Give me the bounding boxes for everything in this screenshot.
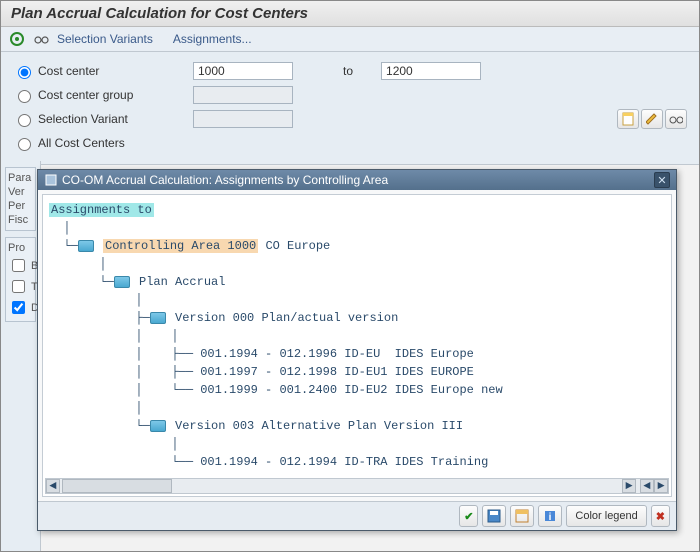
dialog-close-button[interactable]: ✕ — [654, 172, 670, 188]
proc-header: Pro — [8, 242, 33, 254]
radio-variant-label: Selection Variant — [38, 112, 128, 126]
layout-button[interactable] — [510, 505, 534, 527]
scroll-left-arrow[interactable]: ◄ — [46, 479, 60, 493]
radio-cost-center-label: Cost center — [38, 64, 99, 78]
tree-view[interactable]: Assignments to │ └─ Controlling Area 100… — [49, 201, 671, 471]
radio-cost-center-group[interactable]: Cost center group — [13, 87, 193, 103]
proc-b[interactable]: B — [8, 256, 33, 275]
window-title: Plan Accrual Calculation for Cost Center… — [1, 1, 699, 27]
version-000-node[interactable]: Version 000 Plan/actual version — [175, 311, 398, 325]
scroll-thumb[interactable] — [62, 479, 172, 493]
cost-center-from-input[interactable] — [193, 62, 293, 80]
scroll-track[interactable] — [60, 479, 622, 493]
dialog-footer: ✔ i Color legend ✖ — [38, 501, 676, 530]
scroll-left2-arrow[interactable]: ◄ — [640, 479, 654, 493]
scroll-right2-arrow[interactable]: ► — [654, 479, 668, 493]
folder-icon — [150, 420, 166, 432]
left-sidebar: Para Ver Per Fisc Pro B T D — [1, 161, 41, 551]
controlling-area-suffix: CO Europe — [258, 239, 330, 253]
assignments-dialog: CO-OM Accrual Calculation: Assignments b… — [37, 169, 677, 531]
param-per: Per — [8, 200, 33, 212]
dialog-body: Assignments to │ └─ Controlling Area 100… — [42, 194, 672, 497]
glasses-icon[interactable] — [33, 31, 49, 47]
app-toolbar: Selection Variants Assignments... — [1, 27, 699, 52]
v3-period-1[interactable]: 001.1994 - 012.1994 ID-TRA IDES Training — [200, 455, 488, 469]
v0-period-1[interactable]: 001.1994 - 012.1996 ID-EU IDES Europe — [200, 347, 474, 361]
radio-cost-center[interactable]: Cost center — [13, 63, 193, 79]
h-scrollbar[interactable]: ◄ ► ◄ ► — [45, 478, 669, 494]
param-header: Para — [8, 172, 33, 184]
param-ver: Ver — [8, 186, 33, 198]
edit-icon[interactable] — [641, 109, 663, 129]
radio-all-centers[interactable]: All Cost Centers — [13, 135, 193, 151]
radio-variant-input[interactable] — [18, 114, 31, 127]
cost-center-to-input[interactable] — [381, 62, 481, 80]
variant-input — [193, 110, 293, 128]
color-legend-button[interactable]: Color legend — [566, 505, 646, 527]
v0-period-2[interactable]: 001.1997 - 012.1998 ID-EU1 IDES EUROPE — [200, 365, 474, 379]
info-button[interactable]: i — [538, 505, 562, 527]
radio-cost-center-input[interactable] — [18, 66, 31, 79]
to-label: to — [343, 64, 353, 78]
dialog-title-text: CO-OM Accrual Calculation: Assignments b… — [62, 173, 388, 187]
cc-group-input — [193, 86, 293, 104]
dialog-icon — [44, 173, 58, 187]
execute-icon[interactable] — [9, 31, 25, 47]
plan-accrual-node[interactable]: Plan Accrual — [139, 275, 225, 289]
proc-t[interactable]: T — [8, 277, 33, 296]
ok-button[interactable]: ✔ — [459, 505, 478, 527]
dialog-titlebar: CO-OM Accrual Calculation: Assignments b… — [38, 170, 676, 190]
tree-root-node[interactable]: Assignments to — [49, 203, 154, 217]
radio-selection-variant[interactable]: Selection Variant — [13, 111, 193, 127]
svg-text:i: i — [549, 512, 552, 523]
folder-icon — [114, 276, 130, 288]
create-icon[interactable] — [617, 109, 639, 129]
save-button[interactable] — [482, 505, 506, 527]
proc-d[interactable]: D — [8, 298, 33, 317]
assignments-link[interactable]: Assignments... — [173, 32, 252, 46]
cancel-button[interactable]: ✖ — [651, 505, 670, 527]
radio-all-input[interactable] — [18, 138, 31, 151]
selection-variants-link[interactable]: Selection Variants — [57, 32, 153, 46]
radio-all-label: All Cost Centers — [38, 136, 125, 150]
selection-block: Cost center to Cost center group Selecti… — [1, 52, 699, 165]
glasses2-icon[interactable] — [665, 109, 687, 129]
right-icon-bar — [617, 109, 687, 129]
radio-cc-group-input[interactable] — [18, 90, 31, 103]
version-003-node[interactable]: Version 003 Alternative Plan Version III — [175, 419, 463, 433]
radio-cc-group-label: Cost center group — [38, 88, 133, 102]
param-fisc: Fisc — [8, 214, 33, 226]
folder-icon — [150, 312, 166, 324]
v0-period-3[interactable]: 001.1999 - 001.2400 ID-EU2 IDES Europe n… — [200, 383, 502, 397]
folder-icon — [78, 240, 94, 252]
controlling-area-node[interactable]: Controlling Area 1000 — [103, 239, 258, 253]
scroll-right-arrow[interactable]: ► — [622, 479, 636, 493]
